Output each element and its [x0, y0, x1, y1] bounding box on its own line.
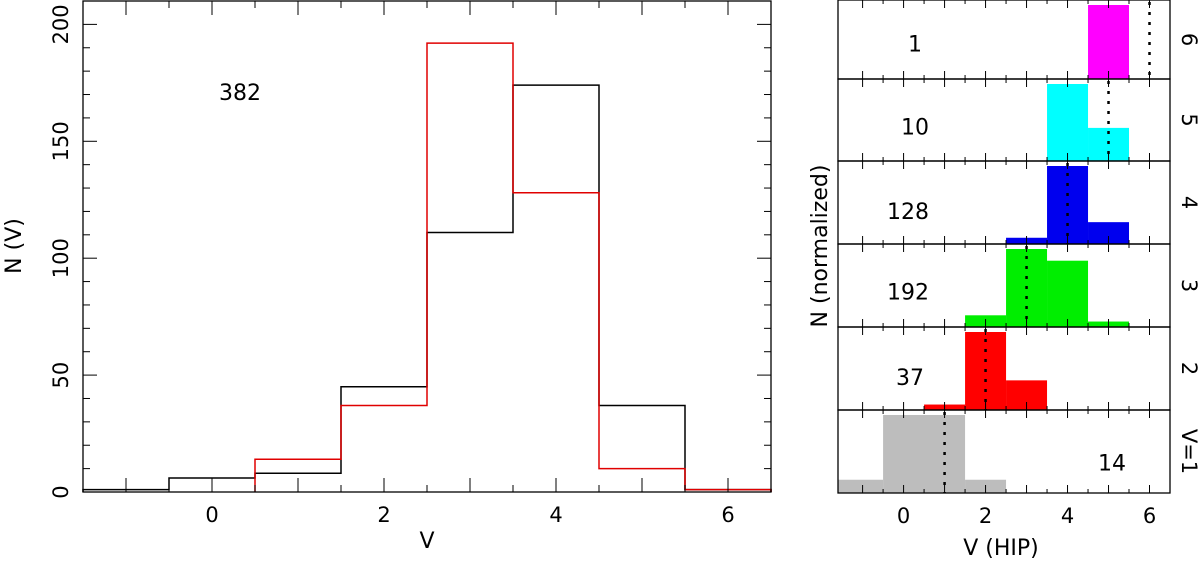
left-y-tick-label: 200 [49, 4, 73, 44]
right-panel-2-label: 4 [1177, 196, 1200, 209]
right-panel-4: 37 2 [837, 326, 1200, 411]
left-x-tick-label: 2 [377, 503, 390, 527]
right-x-tick-label: 2 [979, 504, 992, 528]
right-panel-0-count: 1 [908, 32, 922, 57]
right-panel-0-bar [1088, 5, 1130, 79]
right-panel-3-count: 192 [887, 280, 929, 305]
left-x-tick-label: 4 [549, 503, 562, 527]
right-x-tick-label: 0 [897, 504, 910, 528]
right-panel-1-count: 10 [901, 116, 929, 141]
right-panel-5-count: 14 [1098, 451, 1126, 476]
right-panel-4-label: 2 [1177, 362, 1200, 375]
right-x-tick-label: 6 [1143, 504, 1156, 528]
right-panel-3-label: 3 [1177, 279, 1200, 292]
left-series-group [82, 42, 772, 492]
right-panel-5-bar [838, 479, 884, 493]
right-panel-1: 10 5 [837, 78, 1200, 162]
right-panel-0-label: 6 [1177, 33, 1200, 46]
right-panel-3: 192 3 [837, 243, 1200, 328]
right-panel-1-label: 5 [1177, 113, 1200, 126]
left-x-tick-label: 0 [205, 503, 218, 527]
right-panel-2: 128 4 [837, 160, 1200, 245]
left-histogram-panel: 0 2 4 6 0 50 100 150 200 382 V N (V) [2, 0, 772, 554]
right-panel-3-bar [1047, 260, 1089, 327]
right-panel-5-frame [837, 409, 1171, 494]
right-panel-1-bar [1047, 84, 1089, 161]
left-y-tick-label: 150 [49, 121, 73, 161]
left-y-tick-label: 50 [49, 362, 73, 389]
left-x-tick-label: 6 [721, 503, 734, 527]
right-panel-4-count: 37 [896, 366, 924, 391]
left-plot-frame [82, 0, 772, 493]
left-count-annotation: 382 [219, 81, 261, 106]
left-tick-marks: 0 2 4 6 0 50 100 150 200 [49, 0, 771, 527]
left-y-axis-title: N (V) [2, 218, 27, 274]
right-panel-5: 14 V=1 [837, 409, 1200, 494]
left-series-1-outline [254, 42, 772, 492]
left-y-tick-label: 100 [49, 238, 73, 278]
left-y-tick-label: 0 [49, 485, 73, 498]
right-panel-2-bar [1088, 222, 1130, 244]
right-x-axis-title: V (HIP) [963, 536, 1039, 561]
right-panel-5-bar [883, 415, 966, 493]
right-panel-5-label: V=1 [1177, 429, 1200, 474]
right-x-tick-label: 4 [1061, 504, 1074, 528]
right-panel-2-count: 128 [887, 200, 929, 225]
left-x-axis-title: V [419, 529, 434, 554]
right-y-axis-title: N (normalized) [808, 165, 833, 328]
